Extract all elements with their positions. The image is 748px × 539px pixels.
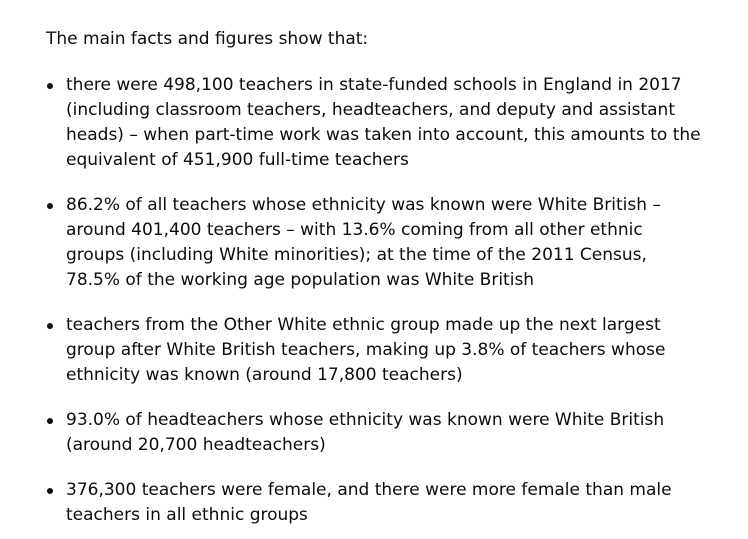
fact-item: there were 498,100 teachers in state-fun… <box>46 73 706 173</box>
facts-list: there were 498,100 teachers in state-fun… <box>46 73 748 528</box>
fact-item: 376,300 teachers were female, and there … <box>46 478 706 528</box>
fact-item: teachers from the Other White ethnic gro… <box>46 313 706 388</box>
fact-item: 93.0% of headteachers whose ethnicity wa… <box>46 408 706 458</box>
intro-text: The main facts and figures show that: <box>46 29 369 49</box>
main-content: The main facts and figures show that: th… <box>46 29 748 528</box>
fact-item: 86.2% of all teachers whose ethnicity wa… <box>46 193 706 293</box>
